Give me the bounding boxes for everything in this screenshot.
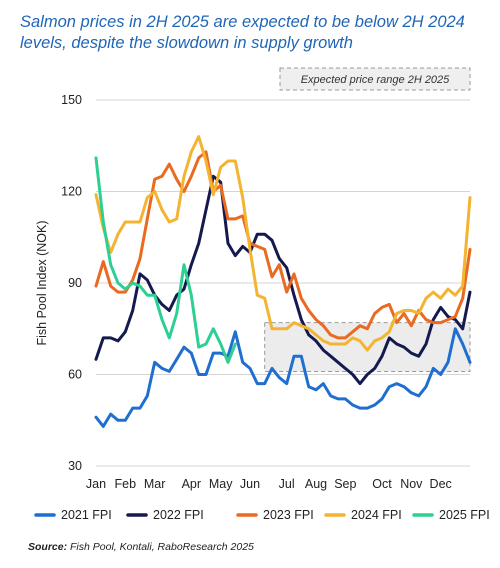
source-text: Fish Pool, Kontali, RaboResearch 2025 <box>70 541 254 553</box>
x-tick-label: Jul <box>279 477 295 491</box>
expected-range-annotation: Expected price range 2H 2025 <box>264 67 471 372</box>
legend-label: 2023 FPI <box>263 508 314 522</box>
source-label: Source: <box>28 541 68 553</box>
y-tick-label: 150 <box>61 93 82 107</box>
legend-label: 2025 FPI <box>439 508 490 522</box>
source-note: Source: Fish Pool, Kontali, RaboResearch… <box>28 541 254 553</box>
legend-label: 2021 FPI <box>61 508 112 522</box>
series-line-2022-fpi <box>94 174 472 386</box>
x-tick-label: Aug <box>305 477 327 491</box>
legend-item: 2022 FPI <box>126 508 204 522</box>
expected-range-label-box <box>279 67 471 91</box>
legend-label: 2022 FPI <box>153 508 204 522</box>
x-tick-label: Sep <box>334 477 356 491</box>
y-axis-ticks: 30 60 90 120 150 <box>61 93 82 473</box>
legend-item: 2021 FPI <box>34 508 112 522</box>
legend-item: 2023 FPI <box>236 508 314 522</box>
y-tick-label: 120 <box>61 185 82 199</box>
legend: 2021 FPI 2022 FPI 2023 FPI 2024 FPI 2025 FPI <box>34 508 490 522</box>
x-tick-label: Apr <box>182 477 201 491</box>
x-tick-label: Feb <box>115 477 137 491</box>
series-line-2021-fpi <box>94 327 472 428</box>
y-tick-label: 30 <box>68 459 82 473</box>
expected-range-label: Expected price range 2H 2025 <box>301 74 450 86</box>
expected-range-band <box>264 322 471 372</box>
y-tick-label: 60 <box>68 368 82 382</box>
x-tick-label: Mar <box>144 477 166 491</box>
legend-item: 2025 FPI <box>412 508 490 522</box>
series-line-2024-fpi <box>94 135 472 352</box>
x-tick-label: Jan <box>86 477 106 491</box>
x-tick-label: Nov <box>400 477 423 491</box>
x-tick-label: May <box>209 477 233 491</box>
series-line-2023-fpi <box>94 150 472 340</box>
x-tick-label: Oct <box>372 477 392 491</box>
y-axis-label: Fish Pool Index (NOK) <box>35 220 49 345</box>
chart-title: Salmon prices in 2H 2025 are expected to… <box>20 13 465 52</box>
series-line-2025-fpi <box>94 156 237 364</box>
x-axis-ticks: Jan Feb Mar Apr May Jun Jul Aug Sep Oct Nov Dec <box>86 477 452 491</box>
x-tick-label: Jun <box>240 477 260 491</box>
y-tick-label: 90 <box>68 276 82 290</box>
legend-item: 2024 FPI <box>324 508 402 522</box>
legend-label: 2024 FPI <box>351 508 402 522</box>
x-tick-label: Dec <box>430 477 452 491</box>
series-lines <box>94 135 472 428</box>
